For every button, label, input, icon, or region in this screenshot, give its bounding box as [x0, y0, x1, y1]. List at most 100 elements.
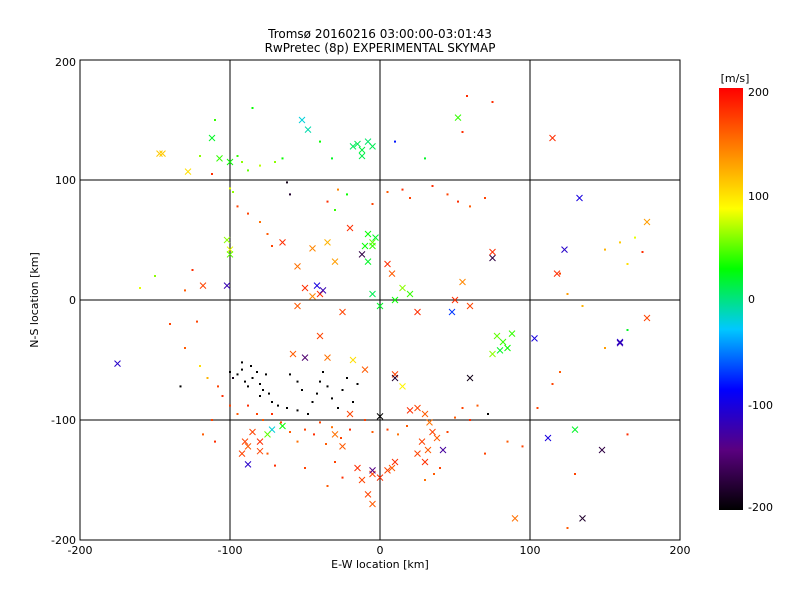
x-marker-point [376, 302, 384, 310]
dot-marker-point [319, 421, 321, 424]
colorbar-tick-label: 200 [748, 86, 769, 99]
x-marker-point [289, 350, 297, 358]
dot-marker-point [139, 287, 141, 289]
dot-marker-point [424, 157, 426, 160]
dot-marker-point [446, 193, 449, 196]
x-marker-point [496, 347, 504, 354]
x-marker-point [616, 338, 624, 346]
dot-marker-point [457, 200, 459, 203]
x-marker-point [448, 308, 456, 316]
dot-marker-point [262, 389, 264, 391]
x-marker-point [208, 134, 216, 142]
dot-marker-point [256, 413, 258, 415]
x-marker-point [388, 464, 396, 472]
x-marker-point [421, 410, 429, 418]
x-marker-point [451, 296, 459, 304]
x-marker-point [324, 239, 331, 246]
dot-marker-point [313, 433, 315, 436]
x-marker-point [406, 407, 414, 414]
x-marker-point [279, 422, 286, 430]
y-axis: -200 -100 0 100 200 [51, 56, 76, 547]
dot-marker-point [484, 452, 486, 455]
x-marker-point [358, 476, 366, 484]
dot-marker-point [241, 368, 243, 371]
x-marker-point [354, 464, 361, 472]
x-tick-label: 0 [377, 544, 384, 557]
dot-marker-point [301, 389, 303, 391]
x-tick-label: -100 [218, 544, 243, 557]
dot-marker-point [469, 419, 471, 421]
x-marker-point [616, 339, 624, 347]
x-marker-point [331, 258, 339, 265]
dot-marker-point [346, 193, 348, 196]
dot-marker-point [236, 155, 239, 157]
x-marker-point [114, 360, 121, 367]
x-marker-point [361, 242, 369, 250]
x-marker-point [346, 224, 354, 232]
x-marker-point [184, 168, 192, 175]
dot-marker-point [296, 380, 299, 383]
dot-marker-point [286, 407, 288, 409]
x-marker-point [399, 284, 406, 292]
x-marker-point [159, 150, 166, 157]
dot-marker-point [334, 461, 336, 463]
x-marker-point [549, 134, 556, 142]
x-marker-point [319, 287, 327, 294]
x-marker-point [544, 434, 552, 442]
dot-marker-point [487, 413, 489, 415]
x-marker-point [249, 428, 256, 436]
plot-frame [79, 59, 681, 541]
x-marker-point [294, 302, 301, 310]
dot-marker-point [454, 416, 456, 419]
dot-marker-point [461, 407, 464, 409]
x-marker-point [354, 140, 361, 148]
dot-marker-point [352, 401, 354, 403]
x-marker-point [223, 282, 231, 289]
x-marker-point [426, 419, 433, 426]
dot-marker-point [337, 188, 339, 191]
dot-marker-point [196, 320, 198, 323]
x-marker-point [598, 446, 606, 454]
dot-marker-point [604, 248, 606, 251]
dot-marker-point [199, 155, 201, 157]
x-marker-point [241, 438, 249, 445]
dot-marker-point [364, 419, 366, 421]
dot-marker-point [229, 404, 231, 407]
dot-marker-point [469, 205, 471, 208]
dot-marker-point [232, 191, 234, 193]
x-marker-point [226, 251, 234, 258]
dot-marker-point [256, 371, 258, 373]
x-marker-point [433, 434, 441, 442]
dot-marker-point [319, 380, 321, 383]
dot-marker-point [371, 431, 374, 433]
dot-marker-point [259, 395, 261, 397]
dot-marker-point [266, 452, 269, 455]
dot-marker-point [199, 365, 201, 367]
x-marker-point [369, 467, 376, 474]
dot-marker-point [334, 209, 336, 211]
dot-marker-point [566, 293, 569, 295]
colorbar-tick-label: 100 [748, 190, 769, 203]
dot-marker-point [247, 385, 249, 388]
x-marker-point [364, 230, 372, 238]
dot-marker-point [424, 479, 426, 481]
dot-marker-point [271, 245, 273, 247]
dot-marker-point [241, 161, 243, 163]
x-marker-point [561, 246, 568, 253]
dot-marker-point [566, 527, 569, 529]
x-marker-point [324, 354, 331, 361]
x-marker-point [298, 116, 306, 124]
chart-title: Tromsø 20160216 03:00:00-03:01:43 [267, 27, 492, 41]
dot-marker-point [169, 323, 171, 325]
x-marker-point [414, 404, 421, 412]
dot-marker-point [401, 188, 404, 191]
dot-marker-point [271, 401, 273, 403]
x-marker-point [316, 332, 324, 340]
x-marker-point [391, 296, 399, 304]
dot-marker-point [439, 467, 441, 469]
dot-marker-point [506, 440, 509, 443]
dot-marker-point [304, 428, 306, 431]
colorbar-tick-label: -100 [748, 399, 773, 412]
dot-marker-point [619, 241, 621, 244]
dot-marker-point [250, 365, 252, 367]
